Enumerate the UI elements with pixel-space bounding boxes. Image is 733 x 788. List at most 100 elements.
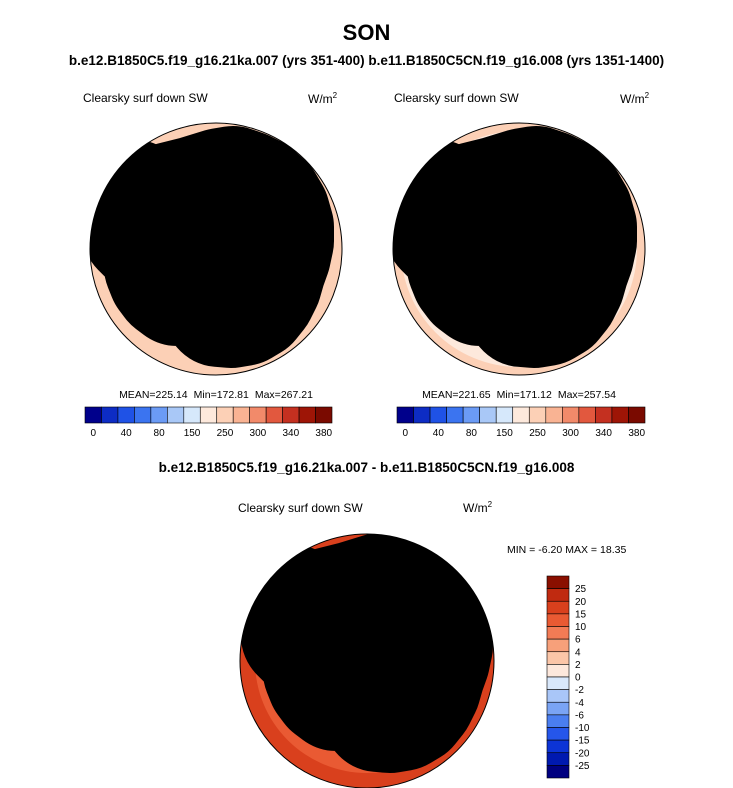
panel-2-colorbar-box: [396, 406, 414, 424]
panel-3-colorbar-label: 2: [575, 660, 581, 671]
panel-1-colorbar-label: 300: [250, 428, 267, 439]
panel-3-colorbar-box: [546, 727, 570, 741]
panel-3-colorbar-box: [546, 626, 570, 640]
panel-1-title: Clearsky surf down SW: [83, 91, 208, 105]
panel-3-colorbar-box: [546, 752, 570, 766]
panel-3-colorbar-label: 4: [575, 647, 581, 658]
panel-1-colorbar-box: [249, 406, 267, 424]
panel-3-colorbar-label: 25: [575, 584, 587, 595]
panel-3-colorbar-box: [546, 575, 570, 589]
panel-3-colorbar-box: [546, 765, 570, 779]
panel-1-peninsula: [135, 195, 151, 215]
panel-2-colorbar-label: 380: [628, 428, 645, 439]
panel-2-colorbar-box: [413, 406, 431, 424]
panel-1-colorbar-box: [265, 406, 283, 424]
panel-3-colorbar-label: -6: [575, 710, 584, 721]
figure-subtitle: b.e12.B1850C5.f19_g16.21ka.007 (yrs 351-…: [69, 53, 664, 68]
panel-2-colorbar-label: 300: [562, 428, 579, 439]
diff-title: b.e12.B1850C5.f19_g16.21ka.007 - b.e11.B…: [159, 460, 575, 475]
panel-1-colorbar-box: [84, 406, 102, 424]
panel-3-colorbar-box: [546, 638, 570, 653]
panel-2-colorbar-box: [562, 406, 580, 424]
panel-3-title: Clearsky surf down SW: [238, 501, 363, 515]
panel-1-colorbar-box: [183, 406, 201, 424]
panel-1-colorbar-box: [167, 406, 185, 424]
panel-3-colorbar-box: [546, 664, 570, 678]
panel-2-stats: MEAN=221.65 Min=171.12 Max=257.54: [422, 389, 616, 401]
panel-2: Clearsky surf down SW W/m2 MEAN=221.65 Mi…: [392, 91, 650, 439]
panel-2-colorbar-box: [528, 406, 547, 424]
panel-1-colorbar-label: 340: [282, 428, 299, 439]
panel-3-colorbar-box: [546, 651, 570, 665]
panel-2-colorbar-box: [446, 406, 464, 424]
panel-2-colorbar-box: [545, 406, 563, 424]
panel-3-colorbar-box: [546, 613, 570, 627]
panel-1-colorbar-box: [101, 406, 119, 424]
panel-2-colorbar-box: [462, 406, 480, 424]
panel-1-colorbar-label: 150: [184, 428, 201, 439]
panel-3-colorbar-box: [546, 701, 570, 716]
panel-3-stats: MIN = -6.20 MAX = 18.35: [507, 544, 626, 556]
panel-2-colorbar-box: [578, 406, 596, 424]
panel-1-colorbar: 0 40 80 150 250 300 340 380: [84, 406, 333, 439]
panel-2-colorbar-box: [429, 406, 447, 424]
panel-2-colorbar-label: 80: [466, 428, 478, 439]
panel-3-border: [239, 533, 495, 788]
panel-2-colorbar-label: 40: [433, 428, 445, 439]
panel-1-colorbar-label: 80: [154, 428, 166, 439]
panel-1-colorbar-label: 40: [121, 428, 133, 439]
panel-1-colorbar-box: [315, 406, 333, 424]
panel-1-colorbar-box: [298, 406, 316, 424]
panel-3-colorbar-box: [546, 739, 570, 754]
panel-1-colorbar-box: [150, 406, 168, 424]
panel-3-colorbar-box: [546, 600, 570, 615]
panel-3-colorbar-box: [546, 689, 570, 703]
panel-3-colorbar-box: [546, 588, 570, 602]
panel-3-colorbar-box: [546, 714, 570, 728]
panel-2-colorbar: 0 40 80 150 250 300 340 380: [396, 406, 646, 439]
panel-3-colorbar-label: 0: [575, 673, 581, 684]
panel-3-colorbar-label: -20: [575, 748, 590, 759]
panel-2-colorbar-box: [611, 406, 629, 424]
panel-3-units: W/m2: [463, 500, 493, 515]
figure-title: SON: [343, 20, 391, 45]
panel-1-colorbar-box: [232, 406, 250, 424]
panel-3-colorbar-label: -4: [575, 698, 584, 709]
panel-1-map: [90, 123, 342, 375]
panel-3: Clearsky surf down SW W/m2 MIN = -6.20 MAX…: [238, 500, 626, 788]
panel-2-colorbar-box: [495, 406, 514, 424]
panel-1-units: W/m2: [308, 91, 338, 106]
panel-3-colorbar-label: -10: [575, 723, 590, 734]
panel-2-title: Clearsky surf down SW: [394, 91, 519, 105]
panel-1: Clearsky surf down SW W/m2 MEAN=225.14 Mi…: [83, 91, 343, 439]
panel-1-colorbar-box: [117, 406, 135, 424]
panel-1-colorbar-box: [282, 406, 300, 424]
panel-3-colorbar-label: 10: [575, 622, 587, 633]
panel-3-colorbar-label: -2: [575, 685, 584, 696]
panel-2-colorbar-box: [628, 406, 646, 424]
panel-2-colorbar-box: [512, 406, 530, 424]
panel-1-border: [89, 122, 343, 376]
panel-1-colorbar-box: [134, 406, 152, 424]
panel-1-colorbar-box: [216, 406, 234, 424]
panel-2-colorbar-label: 250: [529, 428, 546, 439]
panel-1-colorbar-label: 250: [217, 428, 234, 439]
panel-3-colorbar-label: 20: [575, 597, 587, 608]
panel-3-map: [240, 534, 494, 788]
panel-2-colorbar-label: 340: [595, 428, 612, 439]
panel-3-colorbar-label: 15: [575, 609, 587, 620]
panel-2-colorbar-label: 150: [496, 428, 513, 439]
panel-2-border: [392, 122, 646, 376]
panel-2-colorbar-label: 0: [402, 428, 408, 439]
panel-2-colorbar-box: [479, 406, 497, 424]
panel-3-colorbar-label: 6: [575, 635, 581, 646]
panel-2-peninsula: [438, 195, 454, 215]
panel-1-colorbar-box: [199, 406, 218, 424]
panel-1-colorbar-label: 380: [315, 428, 332, 439]
panel-1-colorbar-label: 0: [90, 428, 96, 439]
panel-2-units: W/m2: [620, 91, 650, 106]
panel-3-colorbar-label: -15: [575, 736, 590, 747]
panel-3-colorbar-label: -25: [575, 761, 590, 772]
